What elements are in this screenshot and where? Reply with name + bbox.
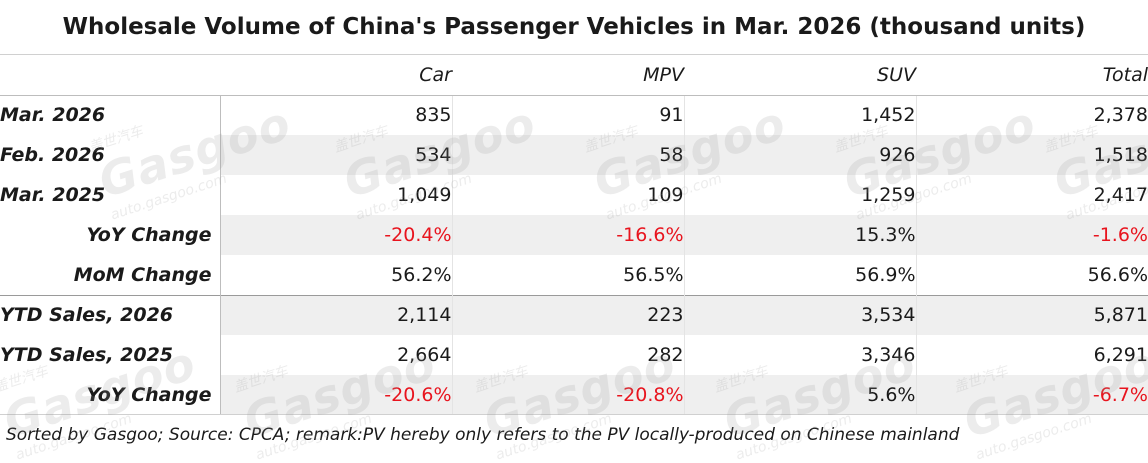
data-table: Car MPV SUV Total Mar. 2026 835 91 1,452 2,3…: [0, 55, 1148, 415]
cell-suv: 3,346: [684, 335, 917, 375]
cell-total: -6.7%: [916, 375, 1148, 415]
cell-suv: 56.9%: [684, 255, 917, 295]
row-label: Feb. 2026: [0, 135, 221, 175]
cell-suv: 1,259: [684, 175, 917, 215]
table-row: Mar. 2025 1,049 109 1,259 2,417: [0, 175, 1148, 215]
table-row: MoM Change 56.2% 56.5% 56.9% 56.6%: [0, 255, 1148, 295]
cell-mpv: 109: [452, 175, 685, 215]
table-row: YTD Sales, 2025 2,664 282 3,346 6,291: [0, 335, 1148, 375]
cell-suv: 5.6%: [684, 375, 917, 415]
cell-car: 534: [220, 135, 453, 175]
cell-car: 1,049: [220, 175, 453, 215]
cell-mpv: -20.8%: [452, 375, 685, 415]
row-label: YoY Change: [0, 215, 221, 255]
cell-car: 2,664: [220, 335, 453, 375]
column-header-total: Total: [916, 55, 1148, 96]
cell-car: -20.4%: [220, 215, 453, 255]
cell-mpv: 223: [452, 294, 685, 335]
cell-car: 2,114: [220, 294, 453, 335]
cell-mpv: 56.5%: [452, 255, 685, 295]
cell-mpv: 282: [452, 335, 685, 375]
table-row: YTD Sales, 2026 2,114 223 3,534 5,871: [0, 294, 1148, 335]
row-label: YTD Sales, 2026: [0, 294, 221, 335]
table-body: Mar. 2026 835 91 1,452 2,378 Feb. 2026 534 58 92…: [0, 95, 1148, 415]
table-row: YoY Change -20.6% -20.8% 5.6% -6.7%: [0, 375, 1148, 415]
cell-total: -1.6%: [916, 215, 1148, 255]
cell-total: 6,291: [1093, 344, 1148, 366]
cell-mpv: -16.6%: [452, 215, 685, 255]
table-row: Feb. 2026 534 58 926 1,518: [0, 135, 1148, 175]
table-row: Mar. 2026 835 91 1,452 2,378: [0, 95, 1148, 135]
cell-mpv: 58: [452, 135, 685, 175]
cell-total: 5,871: [916, 294, 1148, 335]
cell-suv: 926: [684, 135, 917, 175]
corner-cell: [0, 55, 220, 96]
cell-mpv: 91: [452, 95, 685, 135]
cell-suv: 3,534: [684, 294, 917, 335]
row-label: Mar. 2025: [0, 175, 221, 215]
cell-suv: 1,452: [684, 95, 917, 135]
column-header-mpv: MPV: [452, 55, 684, 96]
cell-total: 56.6%: [1087, 263, 1148, 286]
row-label: YoY Change: [0, 375, 221, 415]
cell-car: -20.6%: [220, 375, 453, 415]
cell-suv: 15.3%: [684, 215, 917, 255]
cell-car: 835: [220, 95, 453, 135]
chart-title: Wholesale Volume of China's Passenger Ve…: [0, 0, 1148, 55]
cell-total: 2,378: [1093, 104, 1148, 127]
cell-car: 56.2%: [220, 255, 453, 295]
row-label: MoM Change: [0, 255, 221, 295]
row-label: Mar. 2026: [0, 95, 221, 135]
cell-total: 1,518: [916, 135, 1148, 175]
column-header-car: Car: [220, 55, 452, 96]
column-header-suv: SUV: [684, 55, 916, 96]
cell-total: 2,417: [1093, 184, 1148, 206]
table-row: YoY Change -20.4% -16.6% 15.3% -1.6%: [0, 215, 1148, 255]
header-row: Car MPV SUV Total: [0, 55, 1148, 96]
row-label: YTD Sales, 2025: [0, 335, 221, 375]
footnote: Sorted by Gasgoo; Source: CPCA; remark:P…: [0, 414, 1148, 455]
